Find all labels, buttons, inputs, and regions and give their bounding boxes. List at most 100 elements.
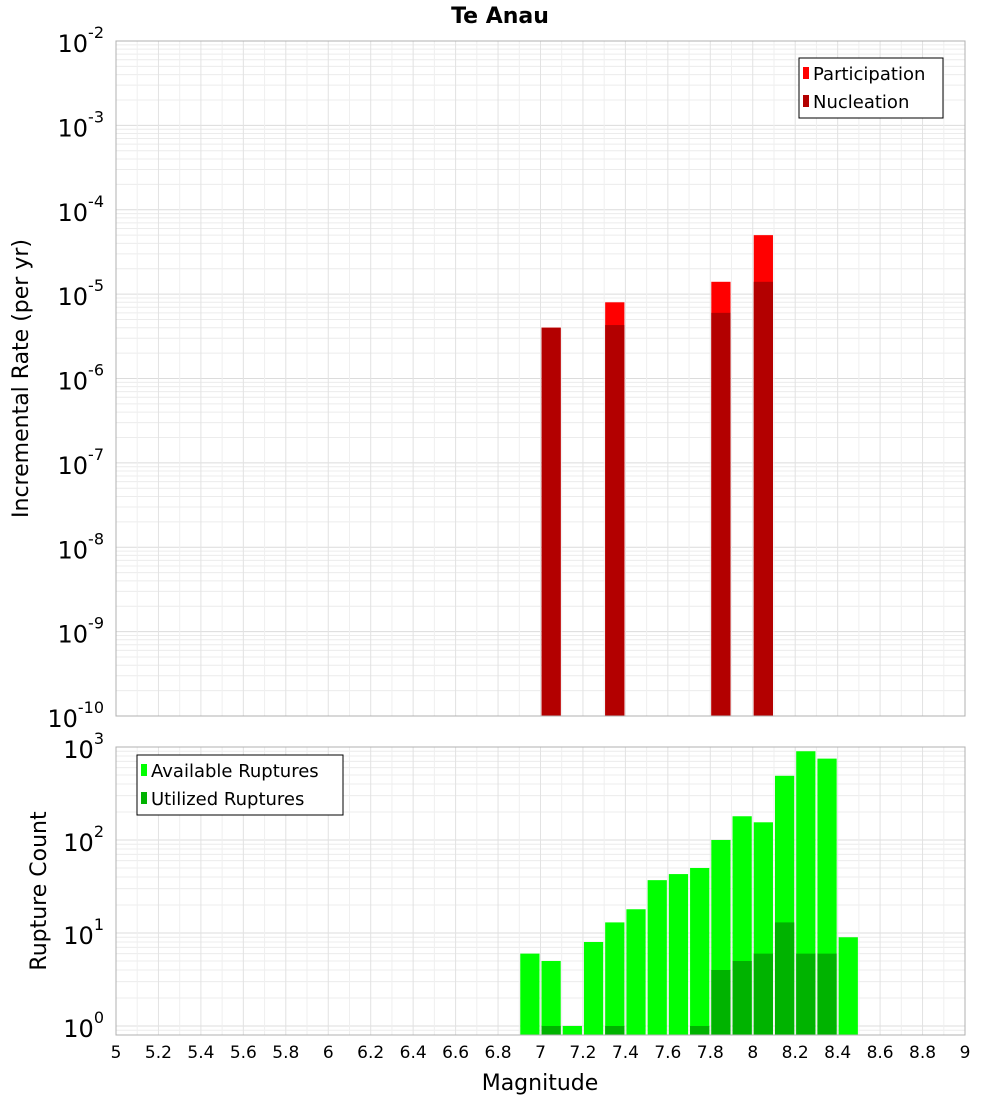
bar: [732, 960, 752, 1035]
x-tick-label: 7.8: [697, 1043, 724, 1063]
y-tick-base: 10: [63, 829, 94, 857]
bar: [583, 942, 604, 1035]
y-tick-label: 101: [63, 915, 104, 950]
y-tick-label: 10-2: [58, 23, 105, 58]
y-tick-label: 10-9: [58, 614, 105, 649]
bar: [626, 909, 646, 1035]
bar: [838, 937, 858, 1035]
y-tick-exponent: -5: [88, 276, 104, 295]
panel-1: 10-1010-910-810-710-610-510-410-310-2Inc…: [9, 23, 966, 733]
y-tick-label: 10-8: [58, 529, 105, 564]
x-tick-label: 8.2: [782, 1043, 809, 1063]
bar: [796, 953, 816, 1035]
legend-swatch: [803, 67, 809, 79]
legend-box: [136, 754, 344, 816]
x-tick-label: 5: [111, 1043, 122, 1063]
y-tick-base: 10: [63, 736, 94, 764]
x-tick-label: 6: [323, 1043, 334, 1063]
legend: Participation Nucleation: [798, 57, 944, 119]
x-axis-ticks: 5 5.2 5.4 5.6 5.8 6 6.2 6.4 6.6 6.8 7 7.2 7.4 7.6 7.8 8…: [111, 1043, 971, 1063]
y-tick-exponent: 2: [94, 822, 104, 841]
y-tick-base: 10: [58, 368, 89, 396]
bar: [647, 880, 667, 1035]
x-tick-label: 7.6: [654, 1043, 681, 1063]
x-tick-label: 7.4: [612, 1043, 639, 1063]
legend-swatch: [141, 764, 147, 776]
y-tick-label: 10-4: [58, 192, 105, 227]
legend-label: Nucleation: [813, 92, 909, 113]
bar: [520, 953, 540, 1035]
y-tick-base: 10: [47, 705, 78, 733]
legend-label: Participation: [813, 64, 925, 85]
y-tick-exponent: -10: [78, 698, 104, 717]
y-tick-base: 10: [58, 536, 89, 564]
legend-swatch: [803, 95, 809, 107]
y-tick-base: 10: [58, 199, 89, 227]
x-tick-label: 8.4: [824, 1043, 851, 1063]
y-tick-exponent: -2: [88, 23, 104, 42]
y-tick-exponent: 3: [94, 729, 104, 748]
y-axis-label: Incremental Rate (per yr): [9, 239, 34, 518]
bar: [690, 867, 710, 1035]
chart-title: Te Anau: [451, 4, 549, 29]
y-tick-label: 10-6: [58, 361, 105, 396]
bar: [668, 874, 689, 1035]
y-tick-base: 10: [58, 283, 89, 311]
y-tick-base: 10: [63, 922, 94, 950]
bar: [690, 1025, 710, 1035]
bar: [711, 969, 731, 1035]
x-tick-label: 9: [960, 1043, 971, 1063]
x-tick-label: 6.2: [357, 1043, 384, 1063]
y-tick-label: 10-10: [47, 698, 104, 733]
y-tick-label: 10-3: [58, 107, 105, 142]
y-tick-exponent: -9: [88, 614, 104, 633]
x-tick-label: 8.8: [909, 1043, 936, 1063]
bar: [541, 960, 561, 1035]
legend-box: [798, 57, 944, 119]
series-utilized-ruptures: [541, 922, 837, 1035]
y-tick-exponent: -7: [88, 445, 104, 464]
bar: [562, 1025, 582, 1035]
y-axis-label: Rupture Count: [27, 811, 52, 971]
y-tick-label: 10-7: [58, 445, 105, 480]
grid: [115, 41, 966, 717]
x-axis-label: Magnitude: [482, 1071, 599, 1096]
y-tick-label: 100: [63, 1008, 104, 1043]
x-tick-label: 8.6: [867, 1043, 894, 1063]
y-tick-base: 10: [63, 1015, 94, 1043]
y-tick-label: 102: [63, 822, 104, 857]
bar: [711, 312, 731, 716]
y-tick-base: 10: [58, 452, 89, 480]
x-tick-label: 6.6: [442, 1043, 469, 1063]
y-tick-base: 10: [58, 621, 89, 649]
legend: Available Ruptures Utilized Ruptures: [136, 754, 344, 816]
x-tick-label: 6.4: [400, 1043, 427, 1063]
x-tick-label: 7: [535, 1043, 546, 1063]
bar: [541, 1025, 561, 1035]
x-tick-label: 7.2: [569, 1043, 596, 1063]
bar: [817, 953, 837, 1035]
y-tick-exponent: 0: [94, 1008, 104, 1027]
x-tick-label: 8: [747, 1043, 758, 1063]
y-tick-label: 10-5: [58, 276, 105, 311]
y-tick-base: 10: [58, 30, 89, 58]
bar: [753, 281, 773, 716]
x-tick-label: 5.4: [187, 1043, 214, 1063]
legend-label: Available Ruptures: [151, 761, 319, 782]
bar: [753, 953, 773, 1035]
y-tick-exponent: 1: [94, 915, 104, 934]
x-tick-label: 6.8: [485, 1043, 512, 1063]
x-tick-label: 5.2: [145, 1043, 172, 1063]
y-tick-exponent: -8: [88, 529, 104, 548]
bar: [774, 922, 795, 1035]
y-tick-base: 10: [58, 114, 89, 142]
y-tick-label: 103: [63, 729, 104, 764]
bar: [605, 922, 625, 1035]
bar: [605, 1025, 625, 1035]
x-tick-label: 5.8: [272, 1043, 299, 1063]
plot-frame: [115, 746, 966, 1036]
bar: [605, 325, 625, 716]
